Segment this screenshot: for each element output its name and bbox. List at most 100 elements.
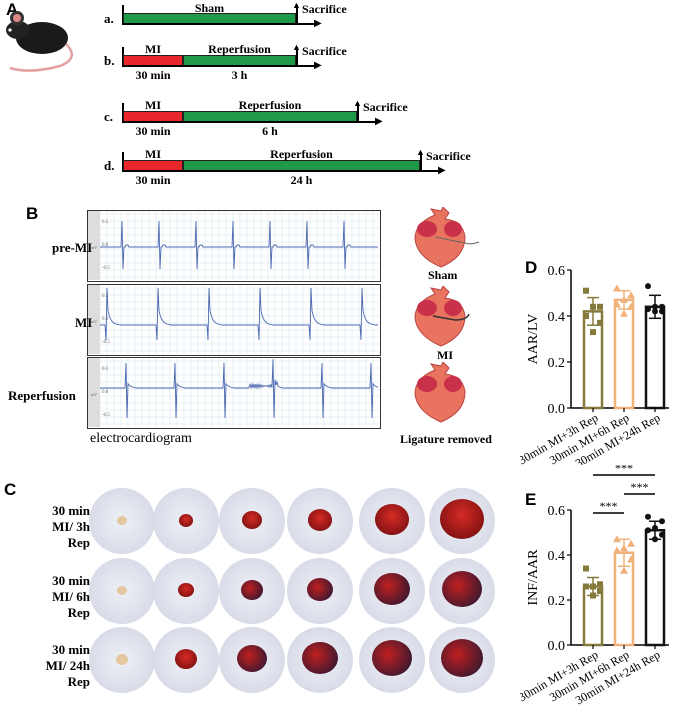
heart-slice-image <box>153 558 219 624</box>
ecg-tick: 0.0 <box>102 317 109 322</box>
data-point <box>620 309 628 317</box>
data-point <box>613 546 621 554</box>
data-point <box>620 544 628 552</box>
tissue-section <box>374 573 410 606</box>
segment-label: Sham <box>194 1 225 15</box>
data-point <box>613 300 621 308</box>
sacrifice-arrow <box>296 47 298 66</box>
data-point <box>659 308 665 315</box>
heart-slice-image <box>429 627 495 693</box>
segment-label: Reperfusion <box>270 147 333 161</box>
data-point <box>583 565 589 572</box>
significance-label: *** <box>600 499 618 513</box>
start-tick <box>122 5 124 25</box>
tissue-section <box>178 583 194 598</box>
tissue-section <box>241 580 263 600</box>
heart-slice-image <box>287 627 353 693</box>
duration-label: 30 min <box>135 173 171 187</box>
heart-slice-image <box>89 627 155 693</box>
duration-label: 30 min <box>135 124 171 138</box>
row-letter: d. <box>104 158 115 173</box>
time-axis <box>123 65 318 67</box>
tissue-section <box>116 654 128 665</box>
y-tick-label: 0.4 <box>548 549 566 564</box>
heart-slice-image <box>287 558 353 624</box>
sacrifice-label: Sacrifice <box>363 100 408 114</box>
data-point <box>613 284 621 292</box>
heart-slice-image <box>89 488 155 554</box>
staining-row-label: 30 min MI/ 6h Rep <box>52 573 90 620</box>
ecg-caption: electrocardiogram <box>90 431 192 446</box>
tissue-section <box>117 586 127 595</box>
panel-label-b: B <box>26 204 39 223</box>
data-point <box>659 531 665 538</box>
ecg-trace-0: 0.5 0.0 -0.5 mV <box>87 210 381 282</box>
tissue-section <box>237 645 267 672</box>
data-point <box>659 518 665 525</box>
staining-row-label: 30 min MI/ 3h Rep <box>52 503 90 550</box>
y-tick-label: 0.4 <box>548 310 566 325</box>
bar <box>644 305 666 410</box>
segment-label: MI <box>145 98 161 112</box>
ecg-row-label: Reperfusion <box>8 388 76 403</box>
tissue-section <box>302 642 338 675</box>
data-point <box>583 583 589 590</box>
data-point <box>627 291 635 299</box>
data-point <box>620 295 628 303</box>
arrow-up-icon: ▲ <box>416 147 425 157</box>
data-point <box>652 303 658 310</box>
data-point <box>613 535 621 543</box>
tissue-section <box>242 511 262 529</box>
data-point <box>597 588 603 594</box>
ecg-row-label: pre-MI <box>52 240 93 255</box>
y-axis-label: AAR/LV <box>526 314 541 365</box>
heart-slice-image <box>359 488 425 554</box>
mouse-icon <box>6 11 73 72</box>
tissue-section <box>179 514 193 527</box>
significance-label: *** <box>631 480 649 494</box>
significance-label: *** <box>615 465 633 475</box>
data-point <box>652 308 658 315</box>
ecg-row-label: MI <box>75 315 93 330</box>
time-axis <box>123 23 318 25</box>
tissue-section <box>308 509 332 531</box>
data-point <box>645 513 651 520</box>
tissue-section <box>375 504 409 535</box>
duration-label: 24 h <box>290 173 313 187</box>
row-letter: c. <box>104 109 114 124</box>
sacrifice-arrow <box>357 103 359 122</box>
data-point <box>583 313 589 319</box>
y-tick-label: 0.2 <box>548 356 566 371</box>
data-point <box>597 319 603 326</box>
data-point <box>627 302 635 310</box>
heart-icon <box>414 207 480 268</box>
heart-slice-image <box>219 558 285 624</box>
y-axis-label: INF/AAR <box>526 549 541 606</box>
segment-label: MI <box>145 42 161 56</box>
arrow-up-icon: ▲ <box>353 98 362 108</box>
y-tick-label: 0.6 <box>548 264 566 279</box>
heart-slice-image <box>429 558 495 624</box>
heart-slice-image <box>429 488 495 554</box>
ecg-trace-1: 0.5 0.0 -0.5 mV <box>87 284 381 356</box>
tissue-section <box>442 571 482 607</box>
data-point <box>652 536 658 543</box>
y-tick-label: 0.6 <box>548 504 566 519</box>
data-point <box>590 303 596 310</box>
heart-slice-image <box>287 488 353 554</box>
duration-label: 6 h <box>262 124 278 138</box>
data-point <box>620 566 628 574</box>
ecg-tick: 0.0 <box>102 390 109 395</box>
y-tick-label: 0.2 <box>548 594 566 609</box>
bar <box>644 529 666 647</box>
data-point <box>590 329 596 336</box>
duration-label: 30 min <box>135 68 171 82</box>
segment-label: Reperfusion <box>208 42 271 56</box>
tissue-section <box>441 639 483 677</box>
data-point <box>627 539 635 547</box>
segment-label: Reperfusion <box>238 98 302 112</box>
row-letter: b. <box>104 53 115 68</box>
y-tick-label: 0.0 <box>548 402 566 417</box>
heart-label: Ligature removed <box>400 432 492 446</box>
